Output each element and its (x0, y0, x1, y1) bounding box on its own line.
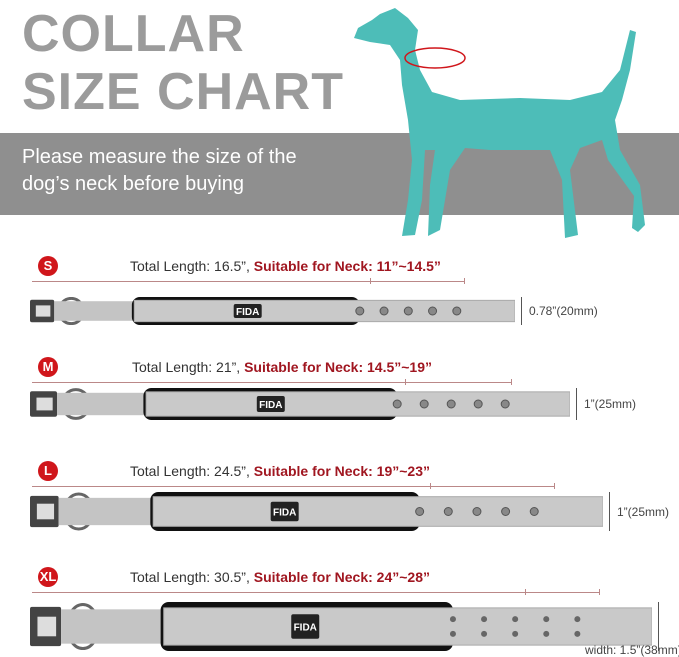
instruction-line-1: Please measure the size of the (22, 146, 297, 168)
neck-range: Suitable for Neck: 14.5”~19” (244, 359, 432, 375)
width-text: 1”(25mm) (617, 504, 670, 519)
brand-tag: FIDA (236, 307, 259, 318)
total-length: Total Length: 21”, (132, 359, 245, 375)
neck-measure-loop (404, 47, 466, 69)
hole (392, 399, 402, 409)
length-text: Total Length: 21”, Suitable for Neck: 14… (132, 359, 432, 375)
width-marker (521, 297, 522, 325)
collar-image: FIDA (30, 388, 570, 420)
measure-instruction: Please measure the size of the dog’s nec… (22, 144, 297, 198)
hole (355, 306, 365, 316)
size-badge: XL (38, 567, 58, 587)
hole (415, 507, 425, 516)
hole (543, 616, 550, 623)
title-line-1: COLLAR (22, 5, 245, 63)
brand-tag: FIDA (294, 623, 317, 634)
collar-image: FIDA (30, 297, 515, 325)
size-badge: M (38, 357, 58, 377)
hole (574, 616, 581, 623)
hole (473, 399, 483, 409)
width-marker (576, 388, 577, 420)
length-line (32, 483, 555, 489)
hole (403, 306, 413, 316)
neck-range: Suitable for Neck: 24”~28” (253, 569, 431, 585)
hole (449, 630, 456, 637)
hole (501, 507, 511, 516)
hole (449, 616, 456, 623)
hole (543, 630, 550, 637)
hole (529, 507, 539, 516)
total-length: Total Length: 16.5”, (130, 258, 254, 274)
hole (419, 399, 429, 409)
brand-tag: FIDA (273, 508, 296, 519)
total-length: Total Length: 24.5”, (130, 463, 254, 479)
brand-tag: FIDA (259, 400, 282, 411)
hole (472, 507, 482, 516)
neck-range: Suitable for Neck: 19”~23” (253, 463, 431, 479)
instruction-line-2: dog’s neck before buying (22, 173, 245, 195)
hole (500, 399, 510, 409)
length-line (32, 379, 512, 385)
hole (443, 507, 453, 516)
width-marker (658, 602, 659, 651)
length-line (32, 589, 600, 595)
collar-image: FIDA (30, 602, 652, 651)
length-text: Total Length: 24.5”, Suitable for Neck: … (130, 463, 430, 479)
width-text: width: 1.5”(38mm) (585, 643, 679, 657)
length-line (32, 278, 465, 284)
hole (512, 630, 519, 637)
width-text: 1”(25mm) (584, 397, 637, 411)
length-text: Total Length: 16.5”, Suitable for Neck: … (130, 258, 441, 274)
title-line-2: SIZE CHART (22, 63, 344, 121)
size-badge: S (38, 256, 58, 276)
length-text: Total Length: 30.5”, Suitable for Neck: … (130, 569, 430, 585)
neck-range: Suitable for Neck: 11”~14.5” (253, 258, 441, 274)
hole (446, 399, 456, 409)
collar-image: FIDA (30, 492, 603, 531)
size-badge: L (38, 461, 58, 481)
hole (481, 630, 488, 637)
width-marker (609, 492, 610, 531)
hole (452, 306, 462, 316)
hole (481, 616, 488, 623)
hole (512, 616, 519, 623)
hole (379, 306, 389, 316)
hole (574, 630, 581, 637)
width-text: 0.78”(20mm) (529, 304, 598, 318)
dog-silhouette-icon (354, 8, 645, 238)
hole (428, 306, 438, 316)
total-length: Total Length: 30.5”, (130, 569, 254, 585)
